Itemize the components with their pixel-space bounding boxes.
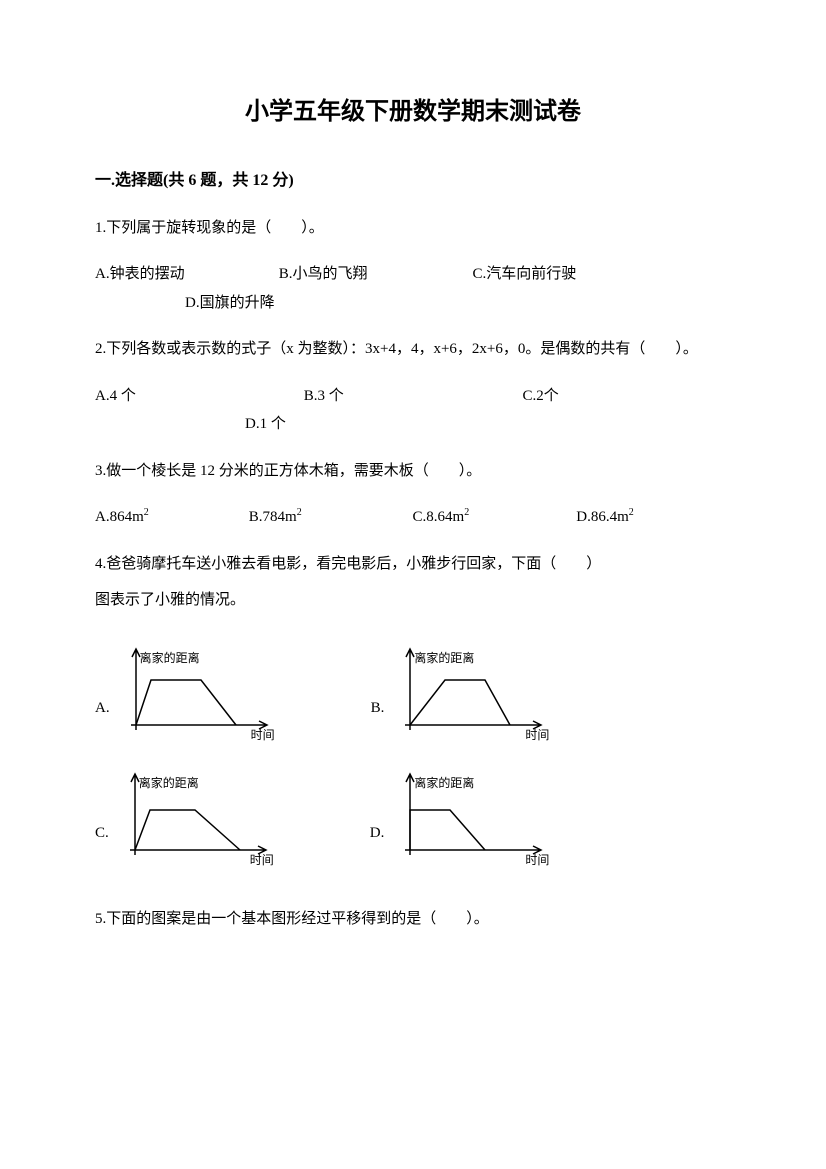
y-axis-label: 离家的距离 bbox=[414, 647, 474, 670]
y-axis-label: 离家的距离 bbox=[140, 647, 200, 670]
chart-row-1: A. 离家的距离 时间 B. 离家的距离 时间 bbox=[95, 645, 731, 745]
chart-label-c: C. bbox=[95, 819, 109, 870]
superscript: 2 bbox=[297, 507, 302, 518]
chart-label-d: D. bbox=[370, 819, 385, 870]
q3-option-d-text: D.86.4m bbox=[576, 509, 629, 525]
x-axis-label: 时间 bbox=[251, 724, 275, 747]
q3-option-a: A.864m2 bbox=[95, 503, 245, 532]
question-3-options: A.864m2 B.784m2 C.8.64m2 D.86.4m2 bbox=[95, 503, 731, 532]
question-4-line2: 图表示了小雅的情况。 bbox=[95, 586, 731, 615]
chart-a-line bbox=[136, 680, 236, 725]
chart-box-c: 离家的距离 时间 bbox=[115, 770, 280, 870]
chart-item-b: B. 离家的距离 时间 bbox=[371, 645, 556, 745]
q2-option-c: C.2个 bbox=[523, 382, 559, 411]
question-4-line1: 4.爸爸骑摩托车送小雅去看电影，看完电影后，小雅步行回家，下面（ ） bbox=[95, 550, 731, 579]
q2-option-a: A.4 个 bbox=[95, 382, 300, 411]
q2-option-b: B.3 个 bbox=[304, 382, 519, 411]
q1-option-c: C.汽车向前行驶 bbox=[473, 260, 577, 289]
q3-option-a-text: A.864m bbox=[95, 509, 144, 525]
superscript: 2 bbox=[629, 507, 634, 518]
chart-item-a: A. 离家的距离 时间 bbox=[95, 645, 281, 745]
question-5: 5.下面的图案是由一个基本图形经过平移得到的是（ ）。 bbox=[95, 905, 731, 934]
question-1: 1.下列属于旋转现象的是（ ）。 bbox=[95, 214, 731, 243]
superscript: 2 bbox=[464, 507, 469, 518]
q2-option-d: D.1 个 bbox=[245, 410, 286, 439]
q1-option-d: D.国旗的升降 bbox=[185, 289, 275, 318]
question-3: 3.做一个棱长是 12 分米的正方体木箱，需要木板（ ）。 bbox=[95, 457, 731, 486]
q3-option-d: D.86.4m2 bbox=[576, 503, 634, 532]
y-axis-label: 离家的距离 bbox=[139, 772, 199, 795]
chart-c-line bbox=[135, 810, 240, 850]
x-axis-label: 时间 bbox=[525, 849, 549, 872]
q3-option-c-text: C.8.64m bbox=[413, 509, 465, 525]
q1-option-a: A.钟表的摆动 bbox=[95, 260, 275, 289]
x-axis-label: 时间 bbox=[525, 724, 549, 747]
x-axis-arrow bbox=[405, 721, 541, 729]
x-axis-arrow bbox=[131, 721, 267, 729]
chart-b-line bbox=[410, 680, 510, 725]
chart-item-c: C. 离家的距离 时间 bbox=[95, 770, 280, 870]
y-axis-label: 离家的距离 bbox=[414, 772, 474, 795]
chart-box-d: 离家的距离 时间 bbox=[390, 770, 555, 870]
q3-option-b-text: B.784m bbox=[249, 509, 297, 525]
question-1-options: A.钟表的摆动 B.小鸟的飞翔 C.汽车向前行驶 D.国旗的升降 bbox=[95, 260, 731, 317]
chart-row-2: C. 离家的距离 时间 D. 离家的距离 时间 bbox=[95, 770, 731, 870]
chart-item-d: D. 离家的距离 时间 bbox=[370, 770, 556, 870]
x-axis-label: 时间 bbox=[250, 849, 274, 872]
chart-d-line bbox=[410, 810, 485, 850]
chart-box-a: 离家的距离 时间 bbox=[116, 645, 281, 745]
question-2: 2.下列各数或表示数的式子（x 为整数）：3x+4，4，x+6，2x+6，0。是… bbox=[95, 335, 731, 364]
x-axis-arrow bbox=[130, 846, 266, 854]
superscript: 2 bbox=[144, 507, 149, 518]
y-axis-arrow bbox=[406, 649, 414, 730]
chart-box-b: 离家的距离 时间 bbox=[390, 645, 555, 745]
chart-label-b: B. bbox=[371, 694, 385, 745]
chart-label-a: A. bbox=[95, 694, 110, 745]
q1-option-b: B.小鸟的飞翔 bbox=[279, 260, 469, 289]
q3-option-c: C.8.64m2 bbox=[413, 503, 573, 532]
question-2-options: A.4 个 B.3 个 C.2个 D.1 个 bbox=[95, 382, 731, 439]
x-axis-arrow bbox=[405, 846, 541, 854]
section-header: 一.选择题(共 6 题，共 12 分) bbox=[95, 166, 731, 196]
q3-option-b: B.784m2 bbox=[249, 503, 409, 532]
page-title: 小学五年级下册数学期末测试卷 bbox=[95, 90, 731, 136]
